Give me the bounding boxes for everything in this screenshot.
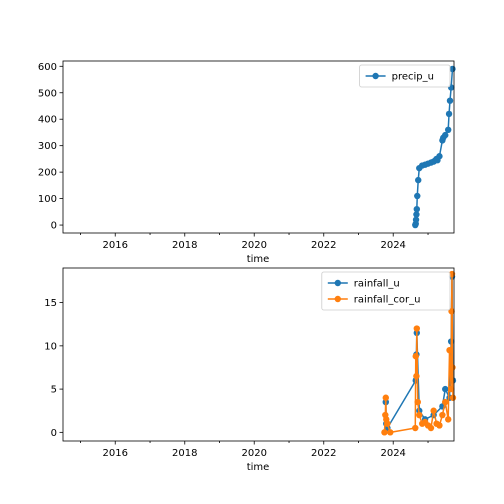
data-point <box>384 420 391 427</box>
data-point <box>442 398 449 406</box>
data-point <box>430 407 437 414</box>
data-point <box>439 411 446 419</box>
x-tick-label: 2024 <box>380 448 405 459</box>
data-point <box>446 346 453 354</box>
y-tick-label: 100 <box>38 194 57 205</box>
legend-marker <box>334 279 341 287</box>
legend-label: precip_u <box>392 72 434 83</box>
x-tick-label: 2024 <box>380 240 405 251</box>
legend: precip_u <box>359 64 451 88</box>
legend-box <box>321 271 451 311</box>
y-tick-label: 15 <box>44 298 57 309</box>
precip-chart: 2016 2018 2020 2022 2024 0 100 200 300 400 500 600… <box>38 60 456 265</box>
data-point <box>414 192 421 200</box>
data-point <box>445 110 453 118</box>
y-tick-label: 200 <box>38 168 57 179</box>
data-point <box>412 353 419 360</box>
data-point <box>413 205 421 213</box>
x-tick-label: 2018 <box>172 240 197 251</box>
x-axis-title: time <box>247 462 270 473</box>
x-tick-label: 2016 <box>103 448 128 459</box>
data-point <box>447 385 455 393</box>
legend: rainfall_u rainfall_cor_u <box>321 271 451 311</box>
legend-label: rainfall_cor_u <box>354 295 421 306</box>
x-tick-label: 2016 <box>103 240 128 251</box>
x-tick-label: 2020 <box>241 448 266 459</box>
legend-label: rainfall_u <box>354 279 400 290</box>
legend-box <box>359 64 451 88</box>
y-tick-label: 500 <box>38 88 57 99</box>
x-axis-ticks: 2016 2018 2020 2022 2024 <box>80 441 429 459</box>
y-tick-label: 0 <box>51 221 57 232</box>
data-point <box>449 394 457 401</box>
x-tick-label: 2018 <box>172 448 197 459</box>
plot-area <box>63 61 454 233</box>
y-tick-label: 600 <box>38 62 57 73</box>
rainfall-chart: 2016 2018 2020 2022 2024 0 5 10 15 time rainfal… <box>44 267 457 473</box>
data-point <box>382 394 389 401</box>
data-point <box>413 325 421 332</box>
series-layer <box>381 270 457 436</box>
y-tick-label: 300 <box>38 141 57 152</box>
x-tick-label: 2022 <box>311 240 336 251</box>
x-tick-label: 2022 <box>311 448 336 459</box>
data-point <box>413 211 420 218</box>
y-tick-label: 5 <box>51 385 57 396</box>
data-point <box>449 364 456 371</box>
legend-marker <box>372 72 379 80</box>
legend-marker <box>334 295 341 303</box>
x-axis-ticks: 2016 2018 2020 2022 2024 <box>80 233 429 251</box>
data-point <box>446 97 454 104</box>
data-point <box>414 398 421 406</box>
data-point <box>412 216 420 223</box>
data-point <box>444 126 452 133</box>
x-axis-title: time <box>247 254 270 265</box>
y-axis-ticks: 0 5 10 15 <box>44 298 63 439</box>
data-point <box>427 424 435 432</box>
data-point <box>442 131 449 139</box>
data-point <box>381 429 388 436</box>
series-layer <box>412 65 456 229</box>
data-point <box>387 429 394 436</box>
data-point <box>413 372 420 380</box>
y-tick-label: 10 <box>44 341 57 352</box>
data-point <box>444 416 452 423</box>
y-tick-label: 400 <box>38 115 57 126</box>
data-point <box>412 424 419 432</box>
data-point <box>416 411 423 419</box>
axes-frame <box>62 60 455 234</box>
data-point <box>436 422 443 429</box>
x-tick-label: 2020 <box>241 240 266 251</box>
y-axis-ticks: 0 100 200 300 400 500 600 <box>38 62 63 232</box>
data-point <box>442 385 449 393</box>
data-point <box>436 153 443 160</box>
axes-frame <box>62 267 455 442</box>
data-point <box>415 176 422 184</box>
y-tick-label: 0 <box>51 428 57 439</box>
